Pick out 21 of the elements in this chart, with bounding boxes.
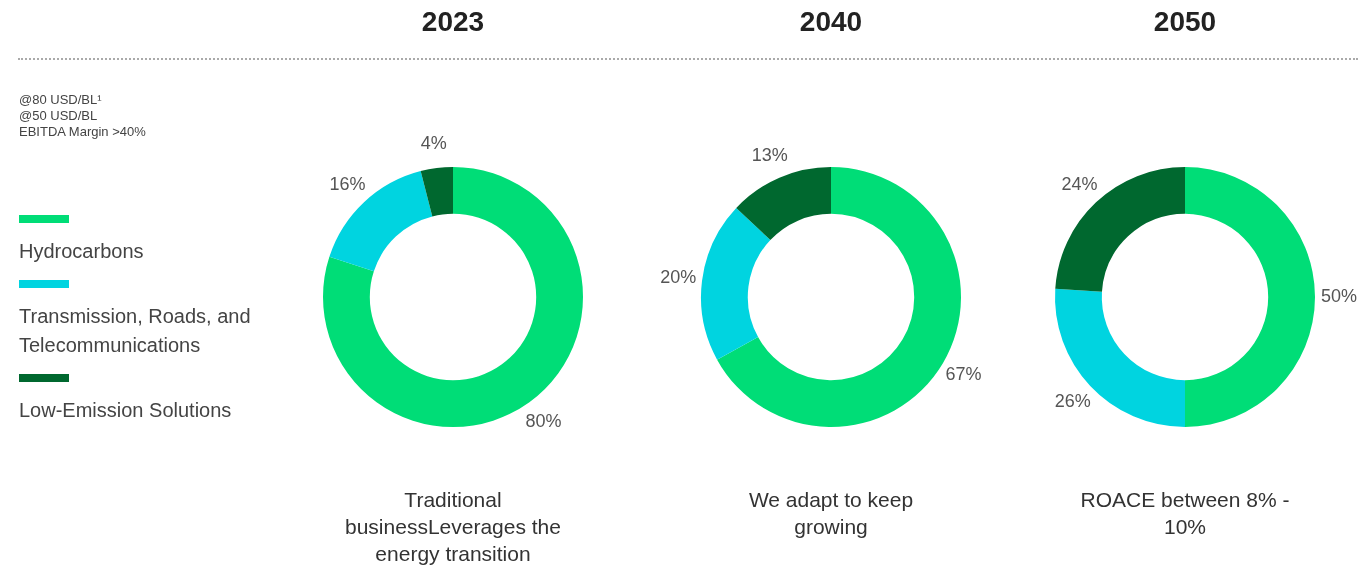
data-label: 20% — [660, 266, 697, 287]
data-label: 67% — [945, 364, 982, 385]
text: ROACE between 8% - 10% — [1079, 487, 1291, 540]
data-label: 13% — [751, 144, 788, 165]
data-label: 80% — [525, 410, 562, 431]
chart-title: 2050 — [1152, 6, 1218, 38]
data-label: 24% — [1061, 173, 1098, 194]
data-label: 26% — [1054, 391, 1091, 412]
text: EBITDA Margin >40% — [19, 124, 146, 140]
data-label: 4% — [420, 133, 447, 154]
chart-title: 2023 — [420, 6, 486, 38]
text: @80 USD/BL¹ — [19, 92, 103, 108]
chart-title: 2040 — [798, 6, 864, 38]
legend-label: Hydrocarbons — [19, 239, 145, 264]
text: We adapt to keep growing — [747, 487, 915, 540]
text: @50 USD/BL — [19, 108, 99, 124]
data-label: 50% — [1320, 285, 1358, 306]
data-label: 16% — [329, 173, 366, 194]
text: Traditional businessLeverages the energy transition — [344, 487, 562, 567]
legend-label: Low-Emission Solutions — [19, 398, 233, 423]
legend-label: Transmission, Roads, and Telecommunications — [19, 304, 252, 358]
